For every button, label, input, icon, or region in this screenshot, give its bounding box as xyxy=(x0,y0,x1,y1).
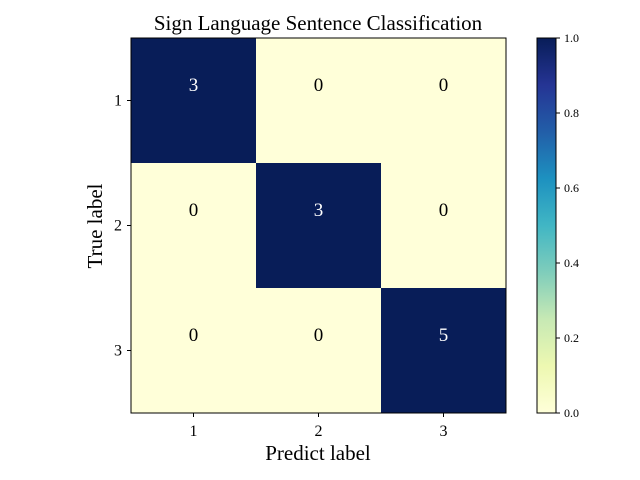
heatmap-cell xyxy=(381,38,506,163)
cell-value-label: 5 xyxy=(439,325,449,346)
cell-value-label: 0 xyxy=(314,75,324,96)
cell-value-label: 0 xyxy=(439,75,449,96)
colorbar-tick-label: 0.6 xyxy=(564,181,579,195)
cell-value-label: 3 xyxy=(189,75,199,96)
y-tick-label: 3 xyxy=(114,343,122,360)
y-tick-label: 1 xyxy=(114,93,122,110)
colorbar-tick-label: 0.8 xyxy=(564,106,579,120)
x-axis-label: Predict label xyxy=(265,441,371,465)
colorbar-ticks: 0.0 0.2 0.4 0.6 0.8 1.0 xyxy=(556,31,579,420)
cell-value-label: 0 xyxy=(189,200,199,221)
heatmap-cell xyxy=(131,288,256,413)
heatmap-cell-labels: 3 0 0 0 3 0 0 0 5 xyxy=(189,75,449,346)
y-axis-label: True label xyxy=(83,183,107,268)
chart-title: Sign Language Sentence Classification xyxy=(154,11,483,35)
x-tick-label: 2 xyxy=(315,423,323,440)
heatmap-cell xyxy=(256,163,381,288)
cell-value-label: 0 xyxy=(439,200,449,221)
heatmap-cell xyxy=(381,288,506,413)
cell-value-label: 0 xyxy=(314,325,324,346)
colorbar-tick-label: 0.4 xyxy=(564,256,579,270)
cell-value-label: 3 xyxy=(314,200,324,221)
heatmap-cells xyxy=(131,38,506,413)
colorbar-tick-label: 0.2 xyxy=(564,331,579,345)
x-axis-ticks: 1 2 3 xyxy=(190,413,448,440)
colorbar-tick-label: 1.0 xyxy=(564,31,579,45)
heatmap-cell xyxy=(131,38,256,163)
y-axis-ticks: 1 2 3 xyxy=(114,93,131,360)
cell-value-label: 0 xyxy=(189,325,199,346)
y-tick-label: 2 xyxy=(114,218,122,235)
x-tick-label: 3 xyxy=(440,423,448,440)
heatmap-cell xyxy=(381,163,506,288)
heatmap-cell xyxy=(256,38,381,163)
heatmap-cell xyxy=(256,288,381,413)
x-tick-label: 1 xyxy=(190,423,198,440)
heatmap-cell xyxy=(131,163,256,288)
colorbar-tick-label: 0.0 xyxy=(564,406,579,420)
colorbar xyxy=(536,37,557,414)
